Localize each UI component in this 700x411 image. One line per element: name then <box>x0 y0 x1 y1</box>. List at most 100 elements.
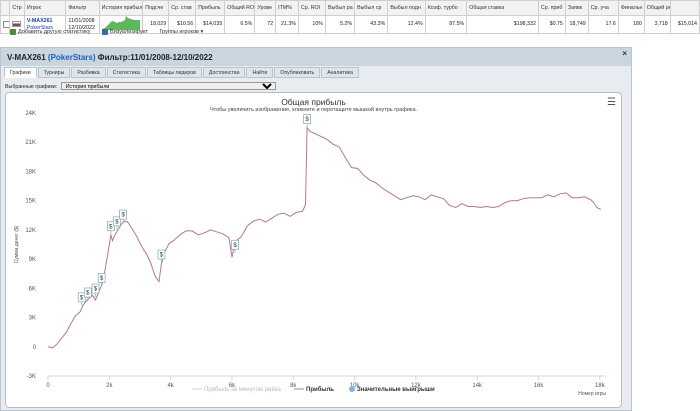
col20-cell: 3,718 <box>643 15 671 34</box>
col-header[interactable]: Заявк <box>564 0 589 16</box>
y-tick-label: 3K <box>29 316 36 322</box>
big-win-marker: $ <box>91 283 100 298</box>
tab-achievements[interactable]: Достоинства <box>202 67 246 78</box>
marker-flag <box>107 221 115 232</box>
big-win-marker: $ <box>157 249 166 264</box>
graph-selector-dropdown[interactable]: История прибыли <box>60 82 276 90</box>
total-rake-cell: $15,014 <box>669 15 700 34</box>
marker-flag <box>113 216 121 227</box>
y-tick-label: 15K <box>25 199 36 205</box>
player-site: PokerStars <box>26 24 54 31</box>
col-header[interactable]: Выбыл ра <box>324 0 356 16</box>
marker-flag <box>157 249 166 260</box>
y-tick-label: 18K <box>25 169 36 175</box>
x-tick-label: 18k <box>595 383 606 389</box>
marker-label: $ <box>100 276 104 282</box>
col-header[interactable]: Выбыл ср <box>354 0 389 16</box>
big-win-marker: $ <box>77 292 86 306</box>
y-tick-label: 9K <box>29 257 36 263</box>
marker-label: $ <box>233 243 237 249</box>
graph-selector-label: Выбранные графики: <box>5 84 58 90</box>
y-tick-label: 0 <box>33 345 37 351</box>
player-groups-button[interactable]: Группы игроков ▾ <box>159 27 203 37</box>
y-axis-title: Сумма денег ($) <box>14 225 20 263</box>
y-tick-label: 12K <box>25 228 36 234</box>
avg-profit-cell: $0.75 <box>537 15 566 34</box>
col-header[interactable]: Ср. ROI <box>298 0 326 16</box>
x-tick-label: 16k <box>534 383 545 389</box>
series-line-profit <box>47 126 602 349</box>
col-header[interactable]: Выбыл подн <box>387 0 426 16</box>
tab-tournaments[interactable]: Турниры <box>37 67 71 78</box>
marker-label: $ <box>86 290 90 296</box>
legend-item[interactable]: Прибыль за минусом рейка <box>192 386 282 393</box>
tab-leaderboards[interactable]: Таблицы лидеров <box>146 67 202 78</box>
col-header[interactable]: История прибыл <box>98 0 144 16</box>
tab-breakdown[interactable]: Разбивка <box>71 67 106 78</box>
chart-container[interactable]: Общая прибыль Чтобы увеличить изображени… <box>5 92 622 408</box>
col-header[interactable]: Ср. уча <box>587 0 619 16</box>
row-checkbox-cell[interactable] <box>0 15 11 34</box>
avg-stake-cell: $10.56 <box>168 15 197 34</box>
col-header-empty <box>669 0 700 16</box>
col-header[interactable]: Урове <box>254 0 277 16</box>
add-stats-button[interactable]: Добавить другую статистику <box>10 27 91 37</box>
col-header[interactable]: Ср. приб <box>537 0 566 16</box>
window-title: V-MAX261 (PokerStars) Фильтр:11/01/2008-… <box>7 53 213 62</box>
y-tick-label: -3K <box>27 374 36 380</box>
x-tick-label: 6k <box>229 383 236 389</box>
legend-item[interactable]: Значительные выигрыши <box>349 386 435 393</box>
tab-find[interactable]: Найти <box>246 67 274 78</box>
chevron-down-icon: ▾ <box>200 29 204 35</box>
tab-publish[interactable]: Опубликовать <box>274 67 321 78</box>
big-win-marker: $ <box>84 287 92 301</box>
big-win-marker: $ <box>303 114 311 128</box>
legend-item[interactable]: Прибыль <box>294 386 334 393</box>
sparkline-chart <box>101 16 140 30</box>
legend-label: Прибыль <box>306 386 334 393</box>
marker-label: $ <box>80 295 84 301</box>
marker-flag <box>84 287 92 298</box>
chart-subtitle: Чтобы увеличить изображение, кликните и … <box>209 107 418 113</box>
marker-flag <box>231 239 239 250</box>
right-empty-panel <box>633 47 700 411</box>
col-header[interactable]: Ср. став <box>168 0 197 16</box>
profit-history-sparkline[interactable] <box>98 15 144 34</box>
big-win-marker: $ <box>231 239 239 254</box>
player-groups-label: Группы игроков <box>159 29 199 35</box>
finals-cell: 180 <box>617 15 645 34</box>
avg-roi-cell: 10% <box>298 15 326 34</box>
hamburger-menu-icon[interactable]: ☰ <box>607 97 616 108</box>
big-win-marker: $ <box>97 273 106 287</box>
window-header[interactable]: V-MAX261 (PokerStars) Фильтр:11/01/2008-… <box>1 48 631 66</box>
tab-graphs[interactable]: Графики <box>4 67 37 78</box>
marker-label: $ <box>305 117 309 123</box>
col-header[interactable]: Стр <box>9 0 25 16</box>
table-header-row: Стр Игрок Фильтр История прибыл Подсче С… <box>0 0 700 16</box>
col-header[interactable]: Прибыль <box>195 0 226 16</box>
profit-chart[interactable]: -3K 0 3K 6K 9K 12K 15K 18K 21K 24K 0 2k 4k 6k 8k 10k 12k… <box>6 93 621 407</box>
player-name[interactable]: V-MAX261 <box>26 17 53 24</box>
col-header[interactable]: Общий RO <box>224 0 256 16</box>
close-icon[interactable]: × <box>622 49 627 58</box>
col-header[interactable]: ITM% <box>275 0 299 16</box>
col-header[interactable]: Финальн <box>617 0 645 16</box>
col-header[interactable]: Подсче <box>142 0 170 16</box>
tab-bar: Графики Турниры Разбивка Статистика Табл… <box>4 67 360 78</box>
legend-label: Прибыль за минусом рейка <box>204 386 282 393</box>
col-header[interactable]: Общий рей <box>643 0 671 16</box>
select-header <box>0 0 11 16</box>
tab-analytics[interactable]: Аналитика <box>321 67 359 78</box>
tab-statistics[interactable]: Статистика <box>106 67 146 78</box>
stats-toolbar: Добавить другую статистику Визуализирует… <box>0 27 700 37</box>
col-header[interactable]: Фильтр <box>65 0 100 16</box>
visualizer-button[interactable]: Визуализирует <box>102 27 148 37</box>
col-header[interactable]: Общая ставка <box>466 0 539 16</box>
col-header[interactable]: Игрок <box>23 0 67 16</box>
col-header[interactable]: Коэф. турбо <box>424 0 468 16</box>
row-checkbox[interactable] <box>3 20 9 28</box>
legend-label: Значительные выигрыши <box>357 387 435 393</box>
marker-flag <box>91 283 100 294</box>
x-tick-label: 10k <box>350 383 361 389</box>
y-tick-label: 21K <box>25 140 36 146</box>
